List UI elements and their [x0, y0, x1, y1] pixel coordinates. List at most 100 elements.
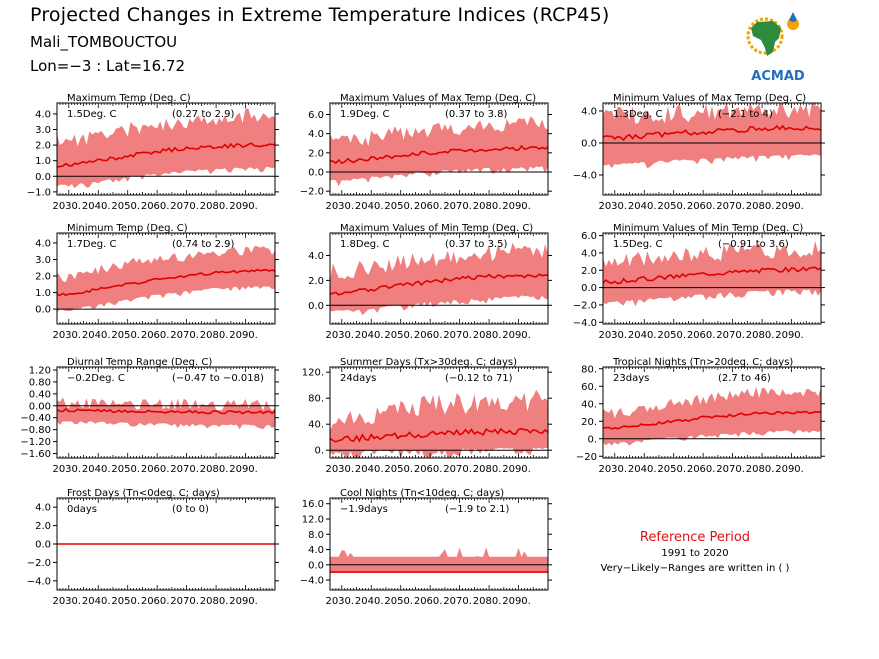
acmad-logo: ACMAD	[746, 12, 805, 84]
range-label: (0.27 to 2.9)	[172, 109, 234, 120]
x-tick-label: 2060.	[687, 201, 716, 212]
range-label: (−0.91 to 3.6)	[718, 239, 789, 250]
y-tick-label: 0.0	[581, 139, 597, 150]
x-tick-label: 2030.	[52, 330, 81, 341]
x-tick-label: 2030.	[598, 464, 627, 475]
x-tick-label: 2090.	[502, 596, 531, 607]
x-tick-label: 2050.	[384, 201, 413, 212]
x-tick-label: 2050.	[111, 201, 140, 212]
y-tick-label: 2.0	[308, 276, 324, 287]
y-tick-label: 0.0	[308, 301, 324, 312]
y-tick-label: 0.80	[29, 377, 51, 388]
x-tick-label: 2040.	[82, 464, 111, 475]
x-tick-label: 2060.	[141, 201, 170, 212]
y-tick-label: −2.0	[27, 558, 51, 569]
chart-panel: −20 0. 20. 40. 60. 80. 2030. 2040. 2050. 2060. 207…	[576, 357, 825, 475]
y-tick-label: −2.0	[573, 300, 597, 311]
range-label: (2.7 to 46)	[718, 373, 771, 384]
y-tick-label: 4.0	[308, 129, 324, 140]
x-tick-label: 2030.	[598, 330, 627, 341]
reference-period-title: Reference Period	[639, 530, 751, 545]
y-tick-label: 4.0	[581, 107, 597, 118]
panel-title: Cool Nights (Tn<10deg. C; days)	[340, 488, 504, 499]
x-tick-label: 2040.	[82, 596, 111, 607]
x-tick-label: 2080.	[200, 201, 229, 212]
x-tick-label: 2050.	[384, 330, 413, 341]
median-line	[57, 407, 275, 415]
x-tick-label: 2060.	[141, 464, 170, 475]
chart-panel: −4.0 0.0 4.0 2030. 2040. 2050. 2060. 2070. 2080.…	[573, 93, 825, 212]
range-label: (−1.9 to 2.1)	[445, 504, 509, 515]
range-label: (0 to 0)	[172, 504, 209, 515]
value-label: 1.9Deg. C	[340, 109, 389, 120]
y-tick-label: −1.20	[20, 437, 51, 448]
acmad-logo-text: ACMAD	[751, 69, 805, 84]
x-tick-label: 2050.	[111, 330, 140, 341]
range-label: (0.74 to 2.9)	[172, 239, 234, 250]
value-label: 1.7Deg. C	[67, 239, 116, 250]
y-tick-label: 40.	[581, 399, 597, 410]
x-tick-label: 2030.	[325, 201, 354, 212]
range-label: (0.37 to 3.5)	[445, 239, 507, 250]
x-tick-label: 2080.	[473, 464, 502, 475]
panel-title: Frost Days (Tn<0deg. C; days)	[67, 488, 220, 499]
y-tick-label: 2.0	[35, 141, 51, 152]
y-tick-label: 1.0	[35, 288, 51, 299]
x-tick-label: 2030.	[325, 464, 354, 475]
x-tick-label: 2040.	[628, 330, 657, 341]
value-label: 0days	[67, 504, 97, 515]
x-tick-label: 2070.	[170, 330, 199, 341]
range-band	[603, 386, 821, 446]
chart-panel: −1.60−1.20−0.80−0.400.000.400.801.20 2030…	[20, 357, 279, 475]
x-tick-label: 2070.	[170, 464, 199, 475]
reference-period-note: Very−Likely−Ranges are written in ( )	[600, 563, 790, 574]
y-tick-label: 4.0	[308, 545, 324, 556]
y-tick-label: 2.0	[35, 272, 51, 283]
y-tick-label: 0.00	[29, 401, 51, 412]
range-label: (−0.47 to −0.018)	[172, 373, 264, 384]
y-tick-label: −1.0	[27, 187, 51, 198]
y-tick-label: −4.0	[300, 576, 324, 587]
y-tick-label: 1.20	[29, 365, 51, 376]
x-tick-label: 2080.	[473, 330, 502, 341]
y-tick-label: −20	[576, 452, 597, 463]
x-tick-label: 2050.	[657, 330, 686, 341]
panel-title: Minimum Values of Min Temp (Deg. C)	[613, 223, 803, 234]
chart-title: Projected Changes in Extreme Temperature…	[30, 4, 610, 26]
range-label: (0.37 to 3.8)	[445, 109, 507, 120]
x-tick-label: 2070.	[443, 330, 472, 341]
x-tick-label: 2080.	[746, 464, 775, 475]
x-tick-label: 2080.	[473, 201, 502, 212]
x-tick-label: 2090.	[502, 330, 531, 341]
y-tick-label: 40.	[308, 420, 324, 431]
y-tick-label: 0.0	[35, 172, 51, 183]
chart-panel: 0.0 1.0 2.0 3.0 4.0 2030. 2040. 2050. 2060. 2070.…	[35, 223, 279, 341]
x-tick-label: 2080.	[200, 464, 229, 475]
x-tick-label: 2060.	[414, 464, 443, 475]
median-line	[57, 142, 275, 168]
x-tick-label: 2060.	[141, 330, 170, 341]
value-label: 1.5Deg. C	[67, 109, 116, 120]
x-tick-label: 2030.	[52, 464, 81, 475]
y-tick-label: 6.0	[308, 110, 324, 121]
y-tick-label: −4.0	[573, 171, 597, 182]
x-tick-label: 2050.	[111, 464, 140, 475]
x-tick-label: 2050.	[384, 596, 413, 607]
x-tick-label: 2050.	[384, 464, 413, 475]
y-tick-label: 0.	[587, 434, 597, 445]
y-tick-label: 3.0	[35, 255, 51, 266]
median-line	[603, 410, 821, 430]
africa-map-icon	[746, 12, 799, 56]
median-line	[603, 266, 821, 285]
y-tick-label: −0.80	[20, 425, 51, 436]
panel-title: Maximum Values of Max Temp (Deg. C)	[340, 93, 536, 104]
chart-panel: 0.0 2.0 4.0 2030. 2040. 2050. 2060. 2070. 2080. 2…	[308, 223, 552, 341]
x-tick-label: 2090.	[229, 201, 258, 212]
x-tick-label: 2080.	[200, 596, 229, 607]
y-tick-label: −0.40	[20, 413, 51, 424]
value-label: 24days	[340, 373, 376, 384]
station-coordinates: Lon=−3 : Lat=16.72	[30, 57, 185, 75]
y-tick-label: 2.0	[581, 266, 597, 277]
x-tick-label: 2030.	[52, 596, 81, 607]
